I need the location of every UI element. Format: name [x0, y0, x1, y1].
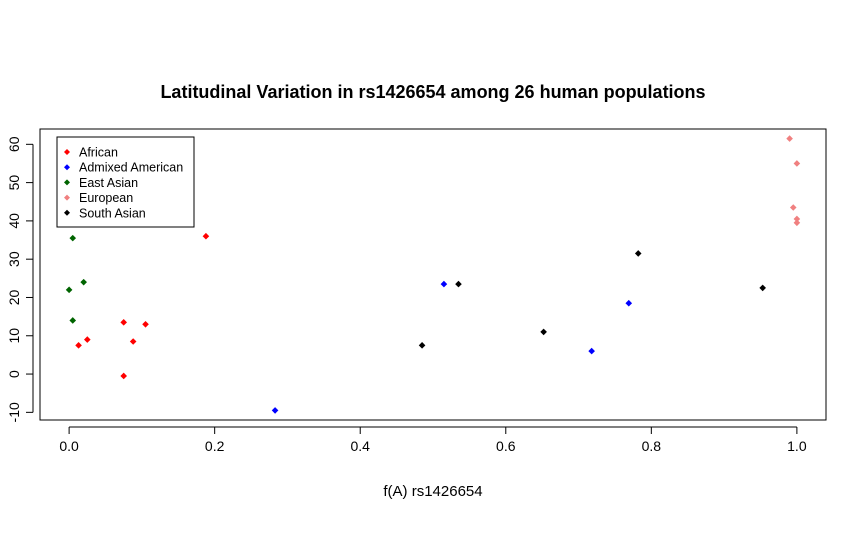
data-point	[634, 250, 642, 257]
y-tick-label: 40	[6, 213, 22, 229]
y-tick-label: -10	[6, 402, 22, 422]
legend-marker	[64, 164, 70, 171]
x-tick-label: 0.2	[205, 438, 225, 454]
data-point	[129, 338, 137, 345]
x-tick-label: 0.4	[350, 438, 370, 454]
data-point	[84, 336, 91, 343]
plot-frame	[39, 128, 827, 421]
x-axis: 0.0 0.2 0.4 0.6 0.8 1.0	[59, 426, 807, 454]
x-tick-label: 0.0	[59, 438, 79, 454]
legend-label: Admixed American	[79, 161, 183, 175]
legend-box	[56, 136, 195, 228]
chart-title: Latitudinal Variation in rs1426654 among…	[160, 82, 705, 102]
data-point	[759, 284, 766, 292]
data-point	[120, 319, 127, 326]
data-point	[120, 372, 127, 380]
legend-marker	[64, 179, 70, 186]
legend-label: European	[79, 191, 133, 205]
data-point	[69, 234, 77, 242]
y-tick-label: 10	[6, 328, 22, 344]
x-tick-label: 0.6	[496, 438, 516, 454]
data-point	[789, 204, 797, 211]
data-point	[793, 160, 801, 167]
x-tick-label: 1.0	[787, 438, 807, 454]
legend-marker	[64, 209, 70, 216]
data-point	[142, 320, 149, 328]
y-tick-label: 0	[6, 370, 22, 378]
legend-label: East Asian	[79, 176, 138, 190]
data-points	[65, 135, 801, 414]
y-tick-label: 20	[6, 289, 22, 305]
data-point	[625, 299, 633, 307]
data-point	[202, 232, 210, 240]
data-point	[786, 135, 793, 142]
data-point	[455, 280, 462, 288]
legend-label: African	[79, 146, 118, 160]
data-point	[440, 280, 448, 288]
data-point	[80, 278, 87, 286]
x-tick-label: 0.8	[642, 438, 662, 454]
legend-label: South Asian	[79, 206, 146, 220]
data-point	[75, 342, 82, 349]
y-tick-label: 30	[6, 251, 22, 267]
data-point	[540, 328, 547, 336]
data-point	[588, 347, 595, 355]
y-axis: -10 0 10 20 30 40 50 60	[6, 136, 34, 422]
legend-marker	[64, 149, 70, 155]
data-point	[69, 317, 77, 324]
x-axis-label: f(A) rs1426654	[383, 483, 482, 500]
y-tick-label: 50	[6, 175, 22, 191]
data-point	[418, 342, 426, 349]
legend-marker	[64, 194, 70, 201]
data-point	[793, 215, 801, 223]
data-point	[65, 286, 73, 294]
data-point	[271, 407, 279, 414]
y-tick-label: 60	[6, 136, 22, 152]
data-point	[793, 219, 801, 227]
